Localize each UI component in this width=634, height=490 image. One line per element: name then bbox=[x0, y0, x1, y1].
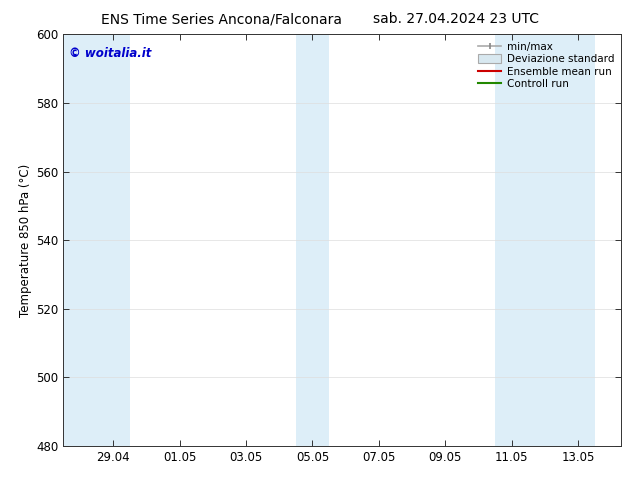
Text: ENS Time Series Ancona/Falconara: ENS Time Series Ancona/Falconara bbox=[101, 12, 342, 26]
Bar bbox=[495, 34, 595, 446]
Text: sab. 27.04.2024 23 UTC: sab. 27.04.2024 23 UTC bbox=[373, 12, 540, 26]
Bar bbox=[296, 34, 329, 446]
Text: © woitalia.it: © woitalia.it bbox=[69, 47, 152, 60]
Bar bbox=[63, 34, 130, 446]
Y-axis label: Temperature 850 hPa (°C): Temperature 850 hPa (°C) bbox=[19, 164, 32, 317]
Legend: min/max, Deviazione standard, Ensemble mean run, Controll run: min/max, Deviazione standard, Ensemble m… bbox=[476, 40, 616, 92]
